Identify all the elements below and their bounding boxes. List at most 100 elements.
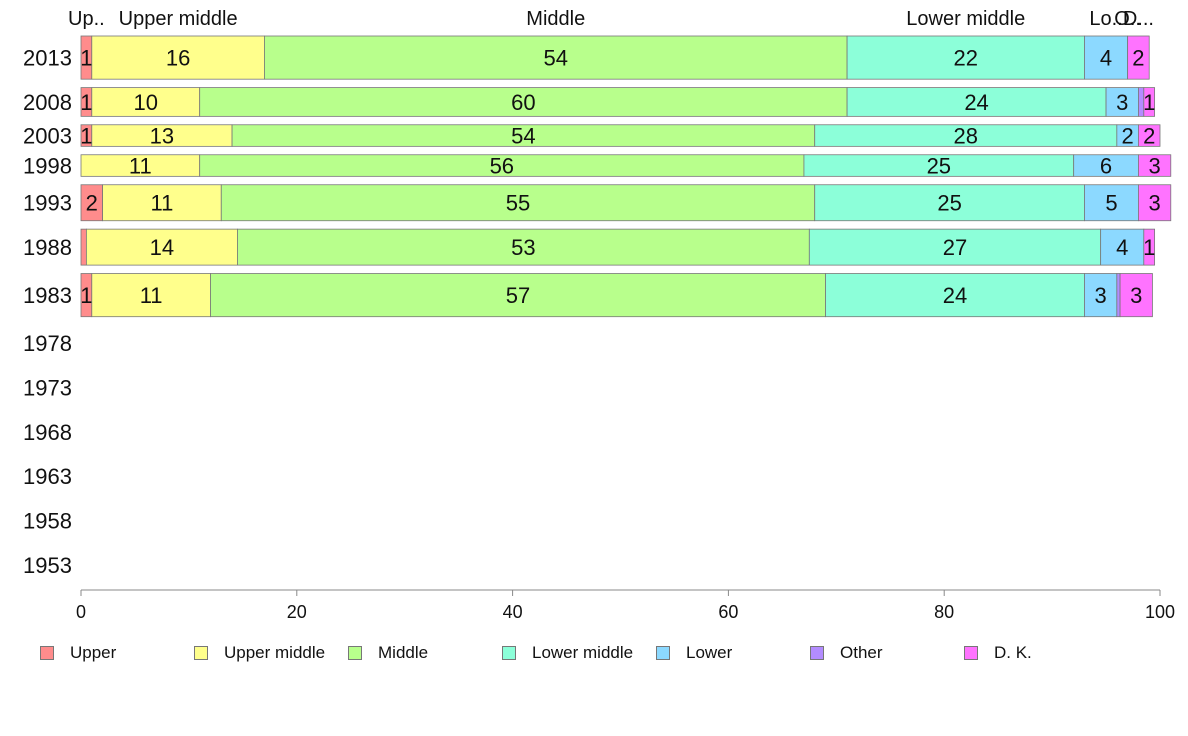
- data-label-1983-d-k-: 3: [1130, 283, 1142, 308]
- data-label-1993-upper: 2: [86, 191, 98, 216]
- data-label-2013-lower: 4: [1100, 46, 1112, 71]
- bar-segment-2013-d-k-: [1127, 35, 1150, 80]
- data-label-1993-lower-middle: 25: [937, 191, 961, 216]
- legend-label: Middle: [378, 643, 429, 662]
- legend-swatch: [810, 646, 824, 660]
- top-label-d-k-: D...: [1123, 8, 1154, 30]
- legend-label: Upper middle: [224, 643, 326, 662]
- bar-segment-1988-d-k-: [1143, 228, 1156, 266]
- legend-item-upper: Upper: [40, 640, 116, 666]
- bar-segment-1993-lower: [1084, 184, 1139, 222]
- bar-segment-2008-lower: [1105, 87, 1139, 117]
- legend-label: Lower middle: [532, 643, 634, 662]
- year-label-2003: 2003: [23, 124, 72, 149]
- year-label-1963: 1963: [23, 464, 72, 489]
- data-label-1988-lower: 4: [1116, 235, 1128, 260]
- data-label-1993-middle: 55: [506, 191, 530, 216]
- data-label-2008-lower-middle: 24: [964, 90, 988, 115]
- year-label-2013: 2013: [23, 46, 72, 71]
- data-label-2003-upper: 1: [80, 124, 92, 149]
- year-label-2008: 2008: [23, 90, 72, 115]
- year-label-1978: 1978: [23, 331, 72, 356]
- top-label-upper: Up..: [68, 8, 105, 30]
- x-tick-label: 40: [503, 602, 523, 622]
- bar-segment-1983-upper-middle: [91, 273, 211, 318]
- legend-label: Lower: [686, 643, 733, 662]
- top-label-lower: Lo..: [1089, 8, 1122, 30]
- data-label-2008-d-k-: 1: [1143, 90, 1155, 115]
- legend-label: Upper: [70, 643, 117, 662]
- data-label-2003-lower: 2: [1122, 124, 1134, 149]
- year-label-1993: 1993: [23, 191, 72, 216]
- legend-swatch: [502, 646, 516, 660]
- data-label-1983-middle: 57: [506, 283, 530, 308]
- top-label-lower-middle: Lower middle: [906, 8, 1025, 30]
- legend-item-middle: Middle: [348, 640, 428, 666]
- bar-segment-1988-upper: [80, 228, 87, 266]
- legend-swatch: [656, 646, 670, 660]
- data-label-1983-lower: 3: [1095, 283, 1107, 308]
- top-label-middle: Middle: [526, 8, 585, 30]
- data-label-1983-upper-middle: 11: [140, 283, 163, 308]
- x-tick-label: 20: [287, 602, 307, 622]
- bar-segment-1983-lower-middle: [825, 273, 1085, 318]
- year-label-1998: 1998: [23, 154, 72, 179]
- x-tick-label: 100: [1145, 602, 1175, 622]
- bar-segment-2003-d-k-: [1138, 124, 1161, 147]
- bar-segment-1988-upper-middle: [85, 228, 238, 266]
- data-label-1983-upper: 1: [80, 283, 92, 308]
- data-label-2003-upper-middle: 13: [150, 124, 174, 149]
- legend-item-other: Other: [810, 640, 883, 666]
- data-label-2013-lower-middle: 22: [954, 46, 978, 71]
- top-category-labels: Up.. Upper middle Middle Lower middle Lo..O.…: [68, 8, 1154, 30]
- data-label-1988-middle: 53: [511, 235, 535, 260]
- data-label-1983-lower-middle: 24: [943, 283, 967, 308]
- data-label-1988-upper-middle: 14: [150, 235, 174, 260]
- data-label-2008-lower: 3: [1116, 90, 1128, 115]
- legend-label: Other: [840, 643, 883, 662]
- legend-label: D. K.: [994, 643, 1032, 662]
- data-label-2008-upper: 1: [80, 90, 92, 115]
- data-label-1988-d-k-: 1: [1143, 235, 1155, 260]
- bar-segment-1988-lower: [1100, 228, 1145, 266]
- bar-segment-1983-lower: [1084, 273, 1118, 318]
- year-label-1983: 1983: [23, 283, 72, 308]
- bar-segment-1983-other: [1116, 273, 1121, 318]
- bar-segment-1993-upper-middle: [102, 184, 222, 222]
- year-label-1968: 1968: [23, 420, 72, 445]
- bar-segment-2013-upper-middle: [91, 35, 265, 80]
- data-label-2013-d-k-: 2: [1132, 46, 1144, 71]
- data-label-2013-upper-middle: 16: [166, 46, 190, 71]
- legend-item-d-k-: D. K.: [964, 640, 1032, 666]
- top-label-other: O..: [1114, 8, 1141, 30]
- stacked-bar-chart: Up.. Upper middle Middle Lower middle Lo..O.…: [23, 8, 1175, 622]
- x-tick-label: 60: [718, 602, 738, 622]
- data-label-2013-middle: 54: [544, 46, 568, 71]
- x-axis: 0 20 40 60 80 100: [76, 589, 1175, 622]
- data-label-2003-d-k-: 2: [1143, 124, 1155, 149]
- bar-segment-2008-d-k-: [1143, 87, 1156, 117]
- data-label-2008-middle: 60: [511, 90, 535, 115]
- year-label-1953: 1953: [23, 553, 72, 578]
- data-label-2003-middle: 54: [511, 124, 535, 149]
- bar-segment-2013-middle: [264, 35, 848, 80]
- data-label-2003-lower-middle: 28: [954, 124, 978, 149]
- data-label-1998-middle: 56: [490, 154, 514, 179]
- bar-segment-1983-d-k-: [1119, 273, 1153, 318]
- legend-swatch: [964, 646, 978, 660]
- data-label-1988-lower-middle: 27: [943, 235, 967, 260]
- data-label-1998-lower-middle: 25: [927, 154, 951, 179]
- top-label-upper-middle: Upper middle: [119, 8, 238, 30]
- bars-group: 1 16 54 22 4 21 10 60 24 3 11 13 54 28 2 211 56 25 6 32 11 55…: [80, 35, 1172, 318]
- x-tick-label: 80: [934, 602, 954, 622]
- data-label-1993-lower: 5: [1105, 191, 1117, 216]
- data-label-1998-upper-middle: 11: [129, 154, 152, 179]
- year-axis-labels: 2013 2008 2003 1998 1993 1988 1983 1978 1973 1968…: [23, 46, 72, 578]
- data-label-1993-d-k-: 3: [1148, 191, 1160, 216]
- data-label-2013-upper: 1: [80, 46, 92, 71]
- bar-segment-2008-lower-middle: [846, 87, 1107, 117]
- bar-segment-1993-d-k-: [1138, 184, 1172, 222]
- legend-swatch: [40, 646, 54, 660]
- bar-segment-1998-d-k-: [1138, 154, 1172, 177]
- bar-segment-1988-lower-middle: [808, 228, 1102, 266]
